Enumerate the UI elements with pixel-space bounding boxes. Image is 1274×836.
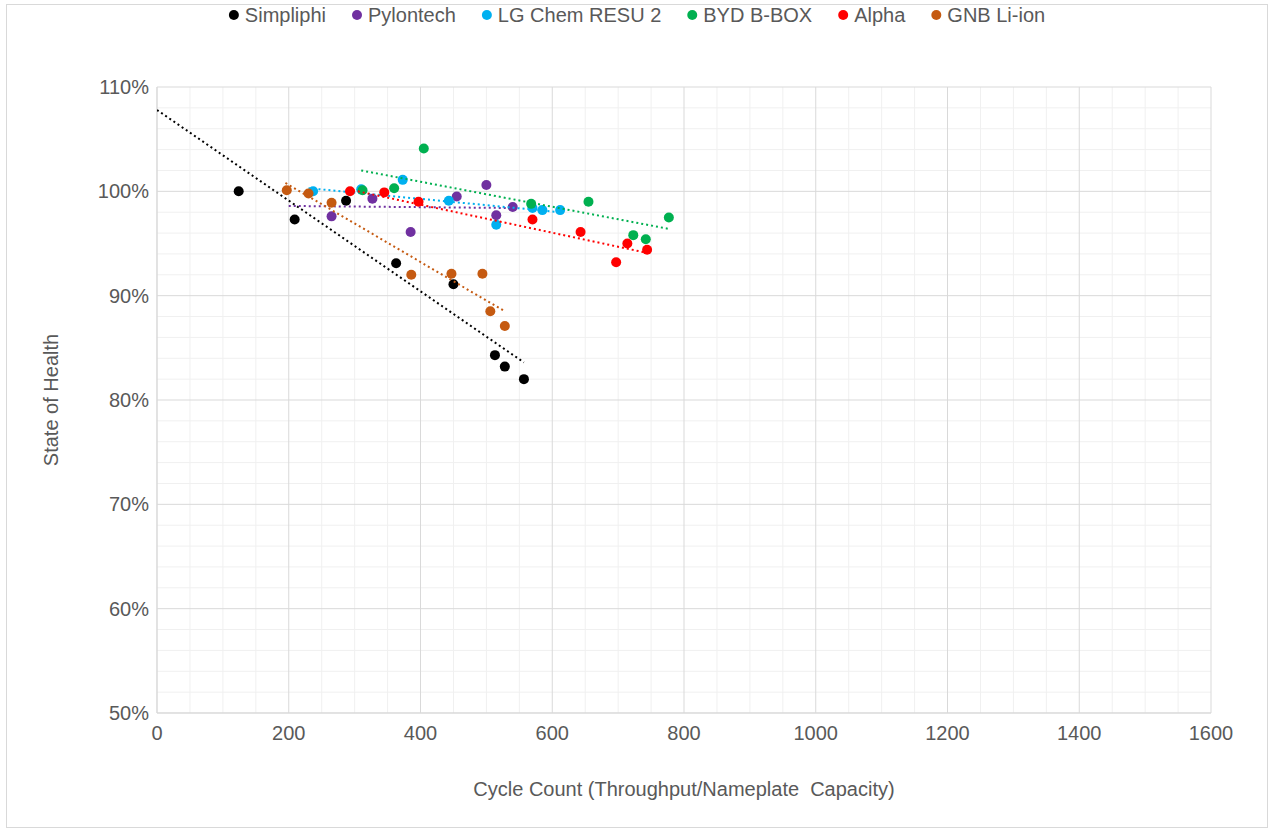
data-point — [379, 187, 389, 197]
x-axis-line — [157, 713, 1211, 714]
x-tick-label: 0 — [151, 722, 162, 744]
x-tick-label: 1600 — [1189, 722, 1234, 744]
data-point — [491, 210, 501, 220]
data-point — [234, 186, 244, 196]
grid-line — [157, 713, 1211, 714]
data-point — [485, 306, 495, 316]
legend-marker — [931, 10, 941, 20]
data-point — [576, 227, 586, 237]
x-tick-label: 1400 — [1057, 722, 1102, 744]
data-point — [406, 270, 416, 280]
series-group — [308, 175, 565, 230]
legend-marker — [838, 10, 848, 20]
data-point — [641, 234, 651, 244]
series-group — [282, 183, 510, 331]
data-point — [327, 198, 337, 208]
legend-marker — [482, 10, 492, 20]
data-point — [526, 199, 536, 209]
y-axis-line — [157, 87, 158, 713]
legend: Simpliphi Pylontech LG Chem RESU 2 BYD B-BO… — [229, 4, 1045, 26]
data-point — [327, 211, 337, 221]
data-point — [500, 321, 510, 331]
data-point — [446, 269, 456, 279]
series-group — [345, 186, 652, 267]
grid-line — [157, 400, 1211, 401]
data-point — [391, 258, 401, 268]
trend-line — [361, 170, 669, 228]
y-tick-label: 110% — [99, 76, 149, 98]
trend-line — [285, 183, 504, 311]
x-tick-label: 1000 — [794, 722, 839, 744]
y-tick-label: 80% — [109, 389, 149, 411]
data-point — [477, 269, 487, 279]
grid-line — [157, 87, 158, 713]
legend-label: LG Chem RESU 2 — [498, 4, 661, 26]
y-tick-label: 100% — [98, 180, 149, 202]
trend-line — [289, 206, 513, 208]
data-point — [583, 197, 593, 207]
chart-border — [7, 5, 1268, 828]
data-point — [519, 374, 529, 384]
series-group — [157, 110, 529, 384]
x-tick-label: 600 — [536, 722, 569, 744]
x-tick-label: 1200 — [925, 722, 970, 744]
x-tick-label: 800 — [667, 722, 700, 744]
data-point — [555, 205, 565, 215]
data-point — [389, 183, 399, 193]
y-axis-title: State of Health — [40, 334, 62, 466]
data-point — [419, 144, 429, 154]
data-point — [622, 239, 632, 249]
trend-line — [348, 189, 647, 253]
data-point — [414, 197, 424, 207]
data-point — [642, 245, 652, 255]
data-point — [345, 186, 355, 196]
x-axis-title: Cycle Count (Throughput/Nameplate Capaci… — [473, 778, 894, 800]
legend-marker — [687, 10, 697, 20]
data-point — [537, 205, 547, 215]
legend-label: GNB Li-ion — [947, 4, 1045, 26]
data-point — [527, 215, 537, 225]
series-group — [289, 180, 518, 237]
data-point — [628, 230, 638, 240]
trend-line — [157, 110, 524, 362]
data-point — [341, 196, 351, 206]
grid-line — [157, 87, 1211, 88]
grid-line — [157, 295, 1211, 296]
legend-label: Alpha — [854, 4, 906, 26]
data-point — [444, 196, 454, 206]
chart: 0 200 400 600 800 1000 1200 1400 1600 50% 60% 70% 80… — [0, 0, 1274, 836]
y-tick-label: 90% — [109, 285, 149, 307]
data-point — [490, 350, 500, 360]
grid — [157, 87, 1211, 713]
data-point — [611, 257, 621, 267]
series-group — [358, 144, 674, 245]
data-point — [664, 212, 674, 222]
data-point — [282, 185, 292, 195]
y-tick-label: 50% — [109, 702, 149, 724]
grid-line — [157, 608, 1211, 609]
data-point — [304, 188, 314, 198]
data-point — [290, 215, 300, 225]
legend-label: Simpliphi — [245, 4, 326, 26]
legend-label: BYD B-BOX — [703, 4, 812, 26]
x-tick-label: 200 — [272, 722, 305, 744]
legend-marker — [352, 10, 362, 20]
legend-marker — [229, 10, 239, 20]
y-tick-label: 60% — [109, 598, 149, 620]
data-point — [481, 180, 491, 190]
y-tick-label: 70% — [109, 493, 149, 515]
plot-area — [157, 110, 674, 384]
data-point — [448, 279, 458, 289]
legend-label: Pylontech — [368, 4, 456, 26]
data-point — [358, 185, 368, 195]
data-point — [406, 227, 416, 237]
data-point — [500, 362, 510, 372]
grid-line — [157, 504, 1211, 505]
x-tick-label: 400 — [404, 722, 437, 744]
